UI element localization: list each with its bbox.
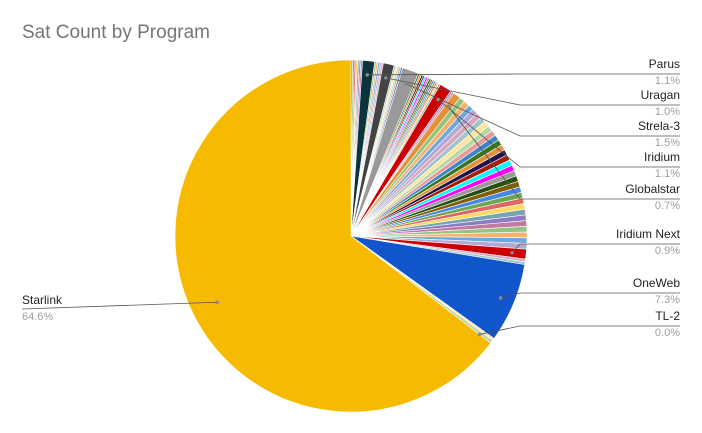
leader-dot-iridium — [436, 97, 440, 102]
slice-labels: Parus1.1%Uragan1.0%Strela-31.5%Iridium1.… — [21, 57, 681, 339]
leader-dot-strela-3 — [404, 81, 408, 86]
leader-parus — [367, 73, 680, 76]
leader-dot-globalstar — [446, 104, 451, 109]
label-starlink-pct: 64.6% — [22, 311, 53, 323]
chart-title: Sat Count by Program — [22, 22, 210, 43]
leader-dot-iridium-next — [510, 250, 514, 255]
leader-strela-3 — [405, 83, 680, 137]
label-strela-3: Strela-3 — [638, 119, 680, 133]
leader-dot-parus — [365, 73, 370, 77]
label-iridium-next: Iridium Next — [616, 227, 681, 241]
leader-dot-tl-2 — [477, 332, 482, 337]
pie-slices — [174, 59, 528, 413]
label-starlink: Starlink — [22, 293, 63, 307]
leader-globalstar — [448, 106, 680, 200]
leader-dot-uragan — [384, 76, 388, 80]
leader-tl-2 — [479, 325, 680, 335]
label-globalstar: Globalstar — [625, 182, 680, 196]
label-tl-2: TL-2 — [655, 309, 680, 323]
label-iridium: Iridium — [644, 150, 680, 164]
label-parus: Parus — [649, 57, 680, 71]
leader-uragan — [385, 77, 680, 106]
leader-dot-starlink — [215, 300, 219, 305]
leader-oneweb — [500, 292, 680, 299]
label-uragan-pct: 1.0% — [655, 106, 680, 118]
pie-slice-starlink — [174, 59, 492, 413]
label-tl-2-pct: 0.0% — [655, 327, 680, 339]
label-oneweb-pct: 7.3% — [655, 294, 680, 306]
leader-dot-oneweb — [498, 296, 503, 300]
label-uragan: Uragan — [641, 88, 680, 102]
leader-iridium-next — [511, 243, 680, 254]
label-globalstar-pct: 0.7% — [655, 200, 680, 212]
label-parus-pct: 1.1% — [655, 75, 680, 87]
label-strela-3-pct: 1.5% — [655, 137, 680, 149]
label-iridium-pct: 1.1% — [655, 168, 680, 180]
leader-iridium — [437, 99, 680, 168]
label-oneweb: OneWeb — [633, 276, 680, 290]
label-iridium-next-pct: 0.9% — [655, 245, 680, 257]
leader-starlink — [21, 301, 217, 310]
